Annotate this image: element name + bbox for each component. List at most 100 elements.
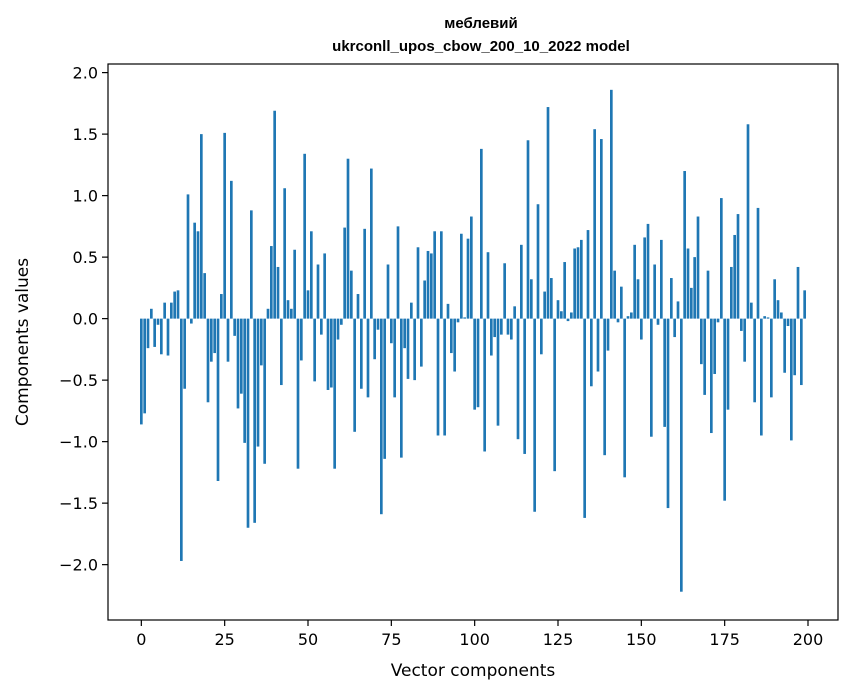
- bar: [226, 318, 230, 362]
- bar: [683, 171, 686, 319]
- bar: [346, 158, 350, 319]
- bar: [423, 280, 426, 319]
- y-tick-label: −0.5: [59, 371, 98, 390]
- bar: [790, 318, 793, 441]
- bar: [156, 318, 160, 325]
- bar: [430, 253, 433, 319]
- bar: [506, 318, 510, 335]
- bar: [343, 227, 346, 319]
- bar: [760, 318, 763, 436]
- y-axis: −2.0 −1.5 −1.0 −0.5 0.0 0.5 1.0 1.5 2.0: [59, 64, 108, 575]
- bar: [640, 318, 643, 340]
- bar: [440, 231, 443, 319]
- bar: [510, 318, 513, 340]
- bar: [606, 318, 610, 351]
- bar: [220, 294, 223, 319]
- plot-frame: [107, 63, 839, 621]
- x-tick-label: 50: [298, 630, 318, 649]
- bar: [400, 318, 403, 458]
- bar: [183, 318, 186, 389]
- bar: [730, 266, 733, 319]
- bar: [310, 231, 313, 319]
- bar: [300, 318, 303, 361]
- bar: [330, 318, 333, 388]
- bar: [283, 188, 286, 319]
- bar: [600, 139, 603, 319]
- chart-subtitle: ukrconll_upos_cbow_200_10_2022 model: [332, 38, 630, 55]
- bar: [180, 318, 183, 561]
- bar: [773, 279, 776, 319]
- y-tick-label: 0.0: [73, 310, 98, 329]
- bar: [770, 318, 773, 398]
- bar: [256, 318, 260, 447]
- x-tick-label: 75: [381, 630, 401, 649]
- bar: [543, 291, 546, 319]
- bar: [160, 318, 163, 355]
- y-tick-label: −1.0: [59, 433, 98, 452]
- bar: [246, 318, 250, 528]
- bar: [583, 318, 586, 518]
- bar: [360, 318, 363, 389]
- bar: [466, 238, 470, 319]
- bar: [733, 234, 736, 319]
- bar: [200, 134, 203, 319]
- x-tick-label: 175: [709, 630, 740, 649]
- bar: [356, 294, 360, 319]
- bar: [793, 318, 796, 376]
- bar: [396, 226, 400, 319]
- x-axis: 0 25 50 75 100 125 150 175 200: [136, 620, 823, 649]
- bar: [260, 318, 263, 366]
- bar: [270, 246, 273, 319]
- bar: [676, 301, 680, 319]
- bar: [796, 266, 800, 319]
- bar: [723, 318, 726, 501]
- bar: [670, 278, 673, 319]
- bar: [353, 318, 356, 432]
- y-axis-label: Components values: [13, 258, 33, 426]
- bar: [320, 318, 323, 335]
- bar: [253, 318, 256, 523]
- bar: [473, 318, 476, 410]
- bar: [526, 140, 530, 319]
- bar: [176, 290, 180, 319]
- bar: [530, 279, 533, 319]
- bars-group: [140, 89, 806, 592]
- bar: [213, 318, 216, 354]
- bar: [263, 318, 266, 464]
- bar: [373, 318, 376, 360]
- bar: [203, 273, 206, 319]
- bar: [316, 264, 320, 319]
- chart-title: меблевий: [444, 15, 517, 32]
- bar: [483, 318, 486, 452]
- bar: [556, 300, 560, 319]
- bar: [656, 318, 660, 325]
- bar: [313, 318, 316, 382]
- bar: [513, 306, 516, 319]
- bar: [266, 308, 270, 319]
- bar: [546, 107, 550, 319]
- bar: [693, 257, 696, 319]
- bar: [586, 230, 590, 319]
- bar: [663, 318, 666, 427]
- bar: [366, 318, 370, 398]
- bar: [153, 318, 156, 347]
- bar: [800, 318, 803, 386]
- bar: [426, 250, 430, 319]
- bar: [250, 210, 253, 319]
- bar: [646, 223, 650, 319]
- bar: [206, 318, 210, 403]
- bar: [636, 279, 640, 319]
- bar: [170, 302, 173, 319]
- bar: [626, 316, 630, 319]
- bar: [696, 216, 700, 319]
- bar: [243, 318, 246, 443]
- bar: [490, 318, 493, 356]
- bar: [673, 318, 676, 338]
- bar: [240, 318, 243, 394]
- bar: [650, 318, 653, 437]
- bar: [596, 318, 600, 372]
- x-axis-label: Vector components: [391, 661, 556, 681]
- bar: [743, 318, 746, 362]
- bar: [703, 318, 706, 395]
- bar: [210, 318, 213, 362]
